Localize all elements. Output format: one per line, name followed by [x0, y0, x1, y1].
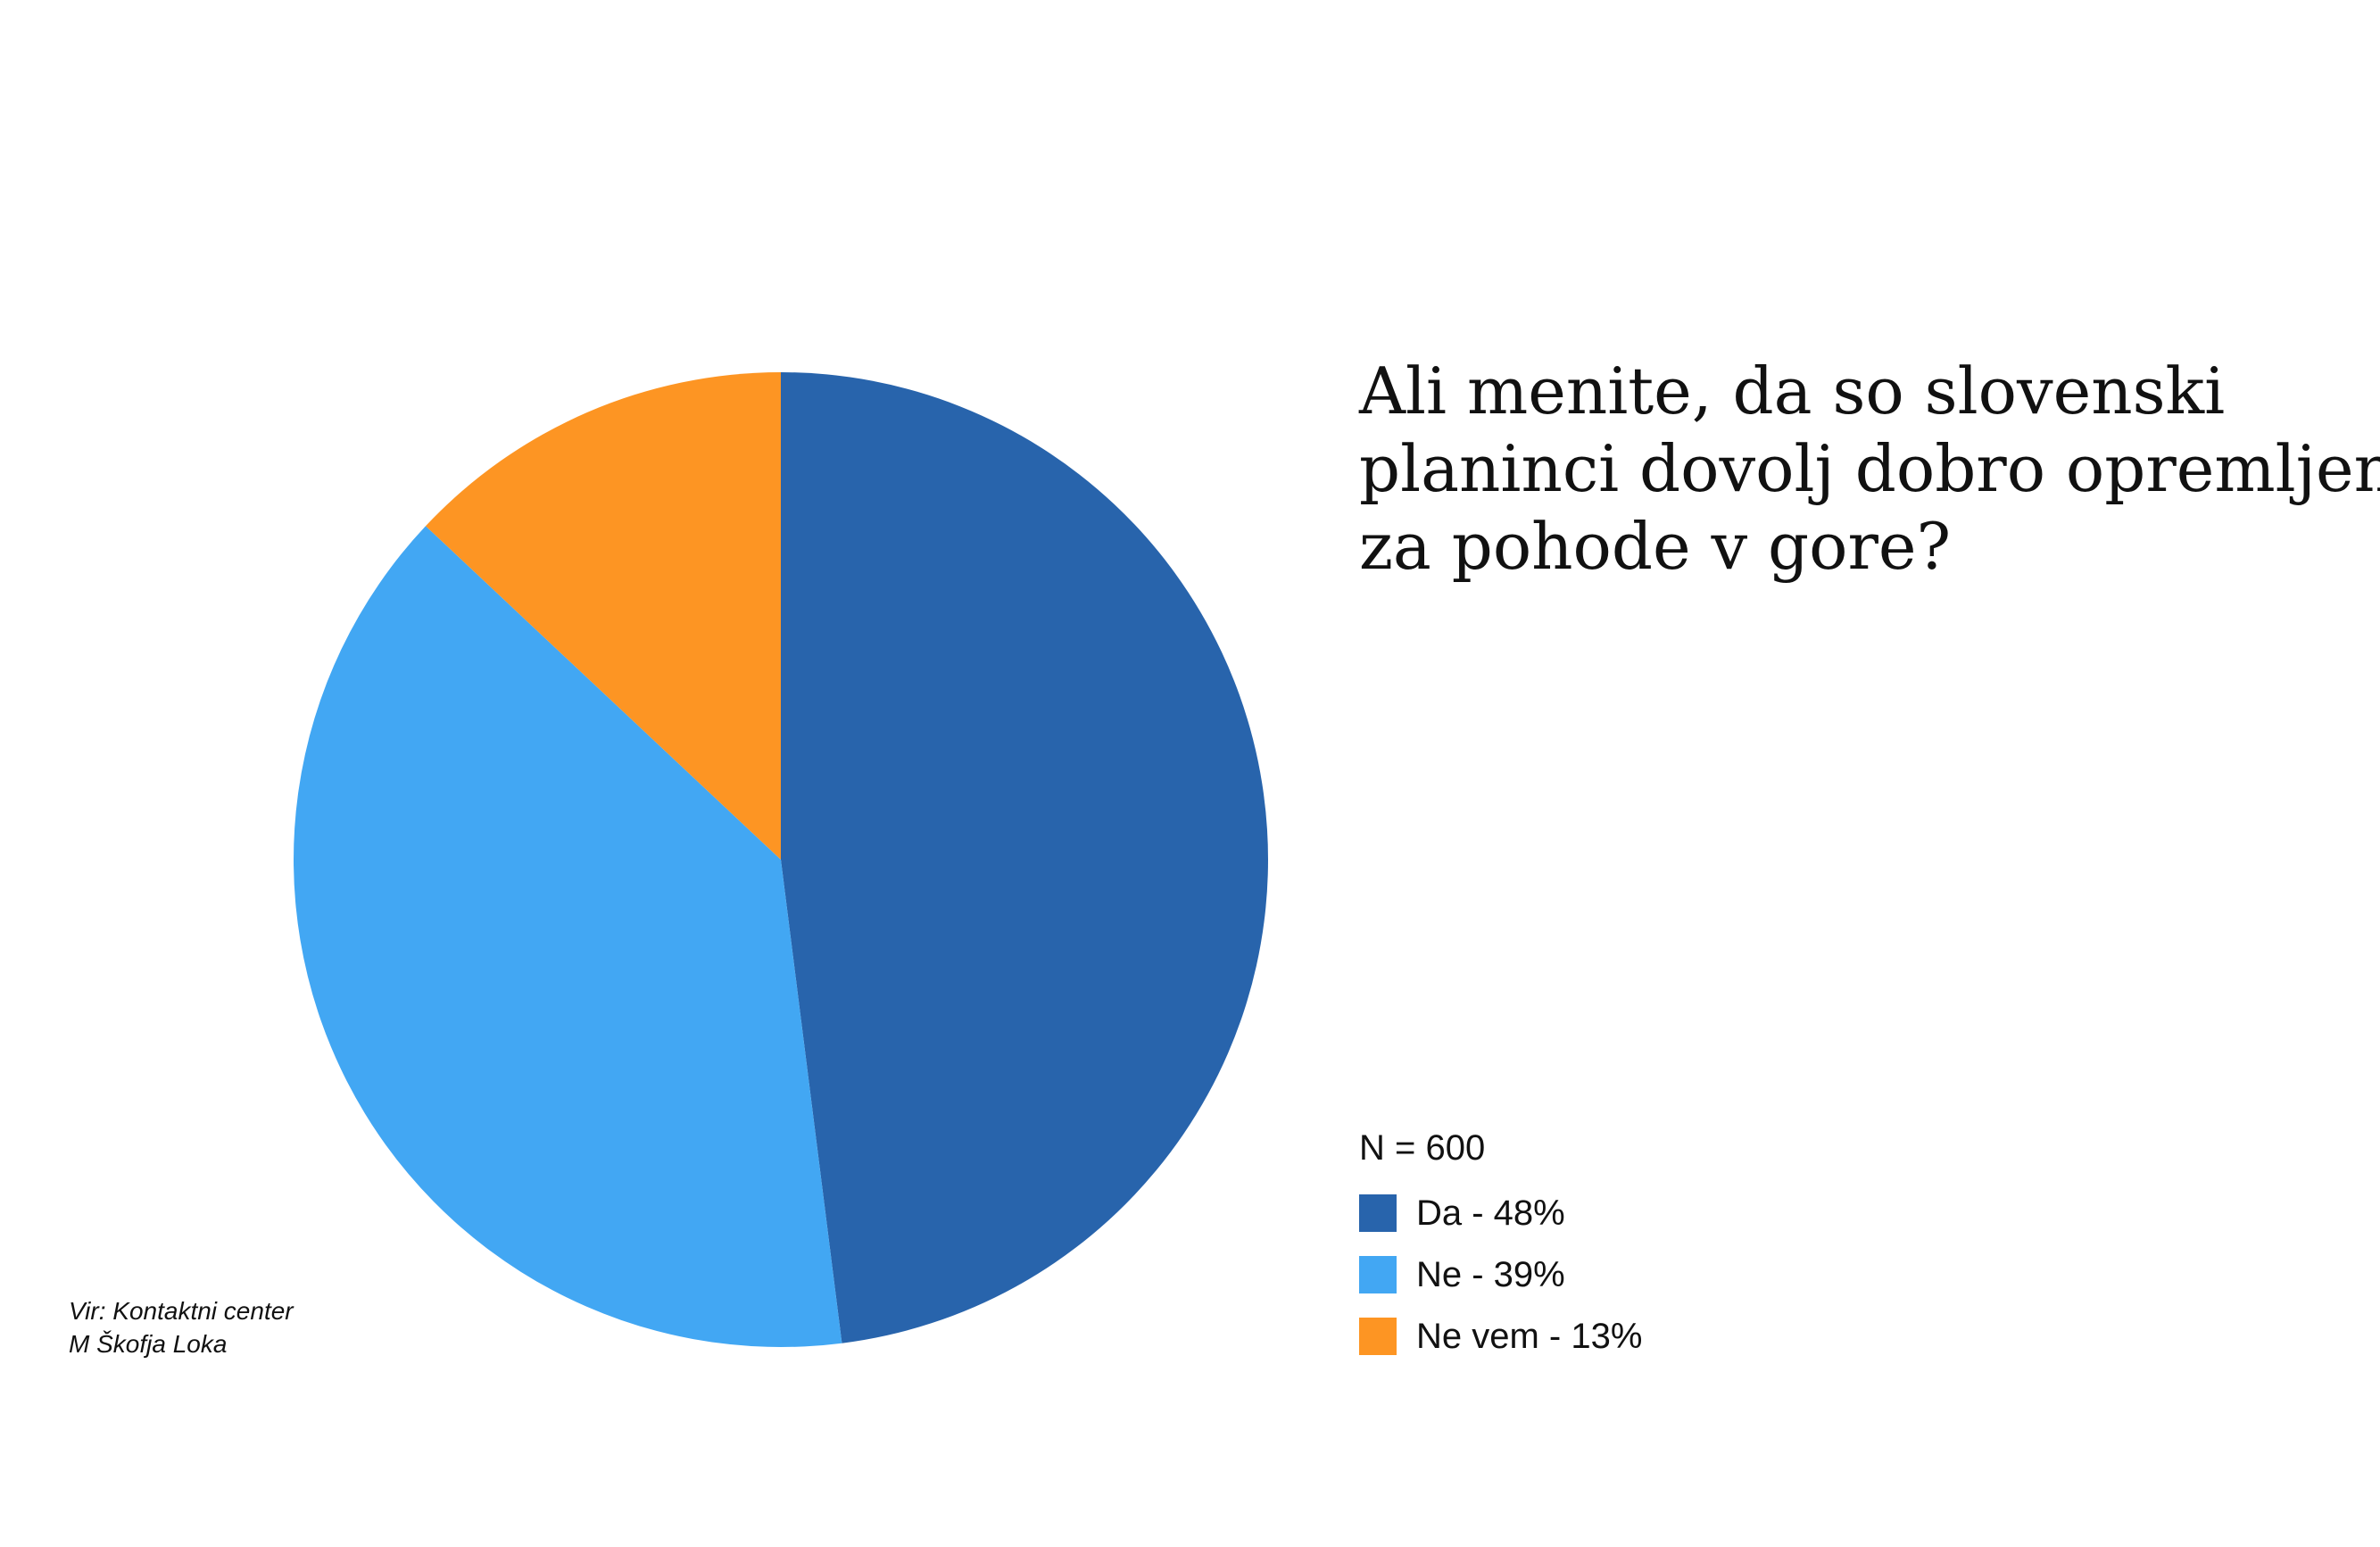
legend-swatch-da [1359, 1194, 1397, 1232]
pie-slice-ne-vem [425, 372, 781, 860]
source-line: M Škofja Loka [69, 1330, 228, 1358]
legend-item-ne: Ne - 39% [1359, 1243, 1642, 1305]
legend-label-ne: Ne - 39% [1416, 1254, 1565, 1294]
chart-title-line: planinci dovolj dobro opremljeni [1359, 431, 2380, 506]
legend-label-ne-vem: Ne vem - 13% [1416, 1316, 1643, 1356]
legend-swatch-ne-vem [1359, 1317, 1397, 1355]
legend-label-da: Da - 48% [1416, 1193, 1565, 1233]
chart-title: Ali menite, da so slovenski planinci dov… [1359, 353, 2380, 586]
legend-item-ne-vem: Ne vem - 13% [1359, 1305, 1642, 1367]
legend: N = 600 Da - 48% Ne - 39% Ne vem - 13% [1359, 1127, 1642, 1367]
pie-slice-ne [294, 526, 842, 1347]
source-note: Vir: Kontaktni center M Škofja Loka [69, 1294, 294, 1360]
legend-swatch-ne [1359, 1255, 1397, 1293]
chart-title-line: Ali menite, da so slovenski [1359, 353, 2226, 428]
chart-title-line: za pohode v gore? [1359, 509, 1952, 584]
source-line: Vir: Kontaktni center [69, 1297, 294, 1325]
sample-size-label: N = 600 [1359, 1128, 1486, 1168]
legend-item-da: Da - 48% [1359, 1182, 1642, 1243]
pie-slice-da [781, 372, 1268, 1343]
